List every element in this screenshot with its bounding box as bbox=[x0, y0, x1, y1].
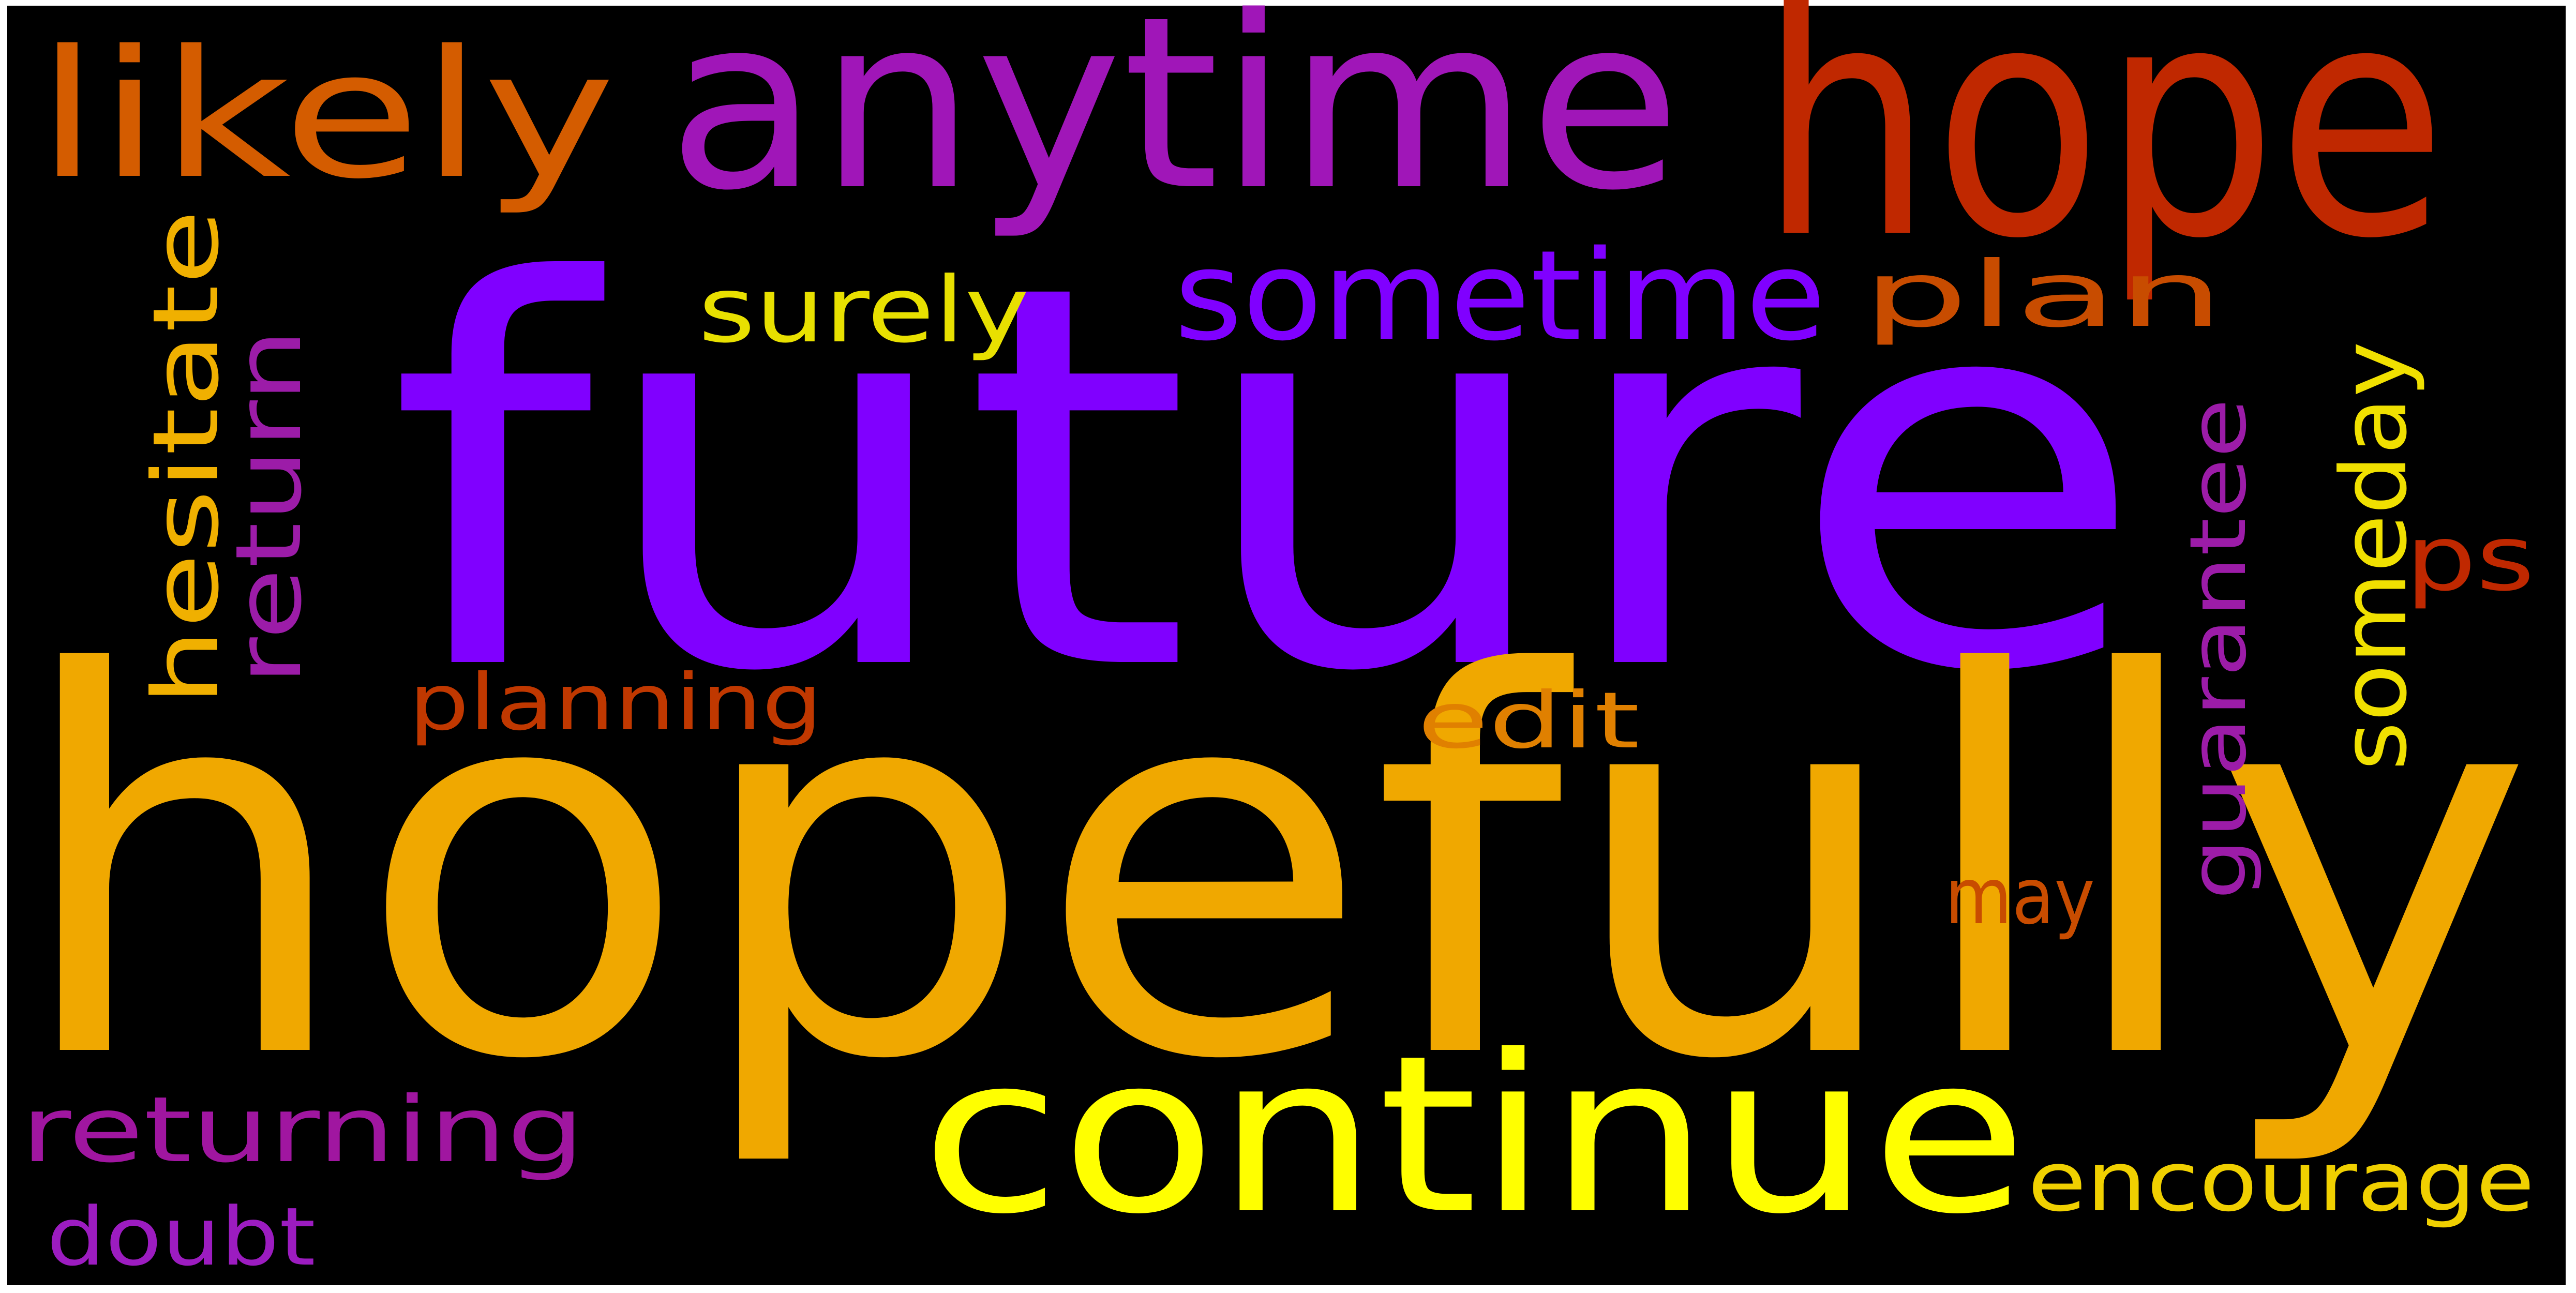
word-encourage: encourage bbox=[2028, 1133, 2535, 1230]
word-someday: someday bbox=[2322, 341, 2427, 771]
word-hope: hope bbox=[1759, 0, 2447, 309]
word-likely: likely bbox=[36, 13, 616, 218]
word-surely: surely bbox=[698, 258, 1029, 363]
word-return: return bbox=[217, 328, 322, 685]
word-guarantee: guarantee bbox=[2174, 398, 2264, 900]
word-plan: plan bbox=[1862, 243, 2224, 348]
word-ps: ps bbox=[2405, 506, 2535, 611]
word-future: future bbox=[388, 172, 2147, 787]
word-planning: planning bbox=[409, 658, 822, 748]
word-hesitate: hesitate bbox=[134, 209, 239, 706]
word-doubt: doubt bbox=[47, 1190, 316, 1284]
word-hopefully: hopefully bbox=[10, 565, 2535, 1174]
word-cloud-background bbox=[7, 6, 2566, 1285]
word-may: may bbox=[1945, 852, 2095, 942]
word-edit: edit bbox=[1417, 676, 1640, 766]
word-returning: returning bbox=[21, 1078, 585, 1183]
word-continue: continue bbox=[921, 1009, 2028, 1262]
word-sometime: sometime bbox=[1174, 223, 1826, 368]
word-anytime: anytime bbox=[667, 0, 1681, 243]
